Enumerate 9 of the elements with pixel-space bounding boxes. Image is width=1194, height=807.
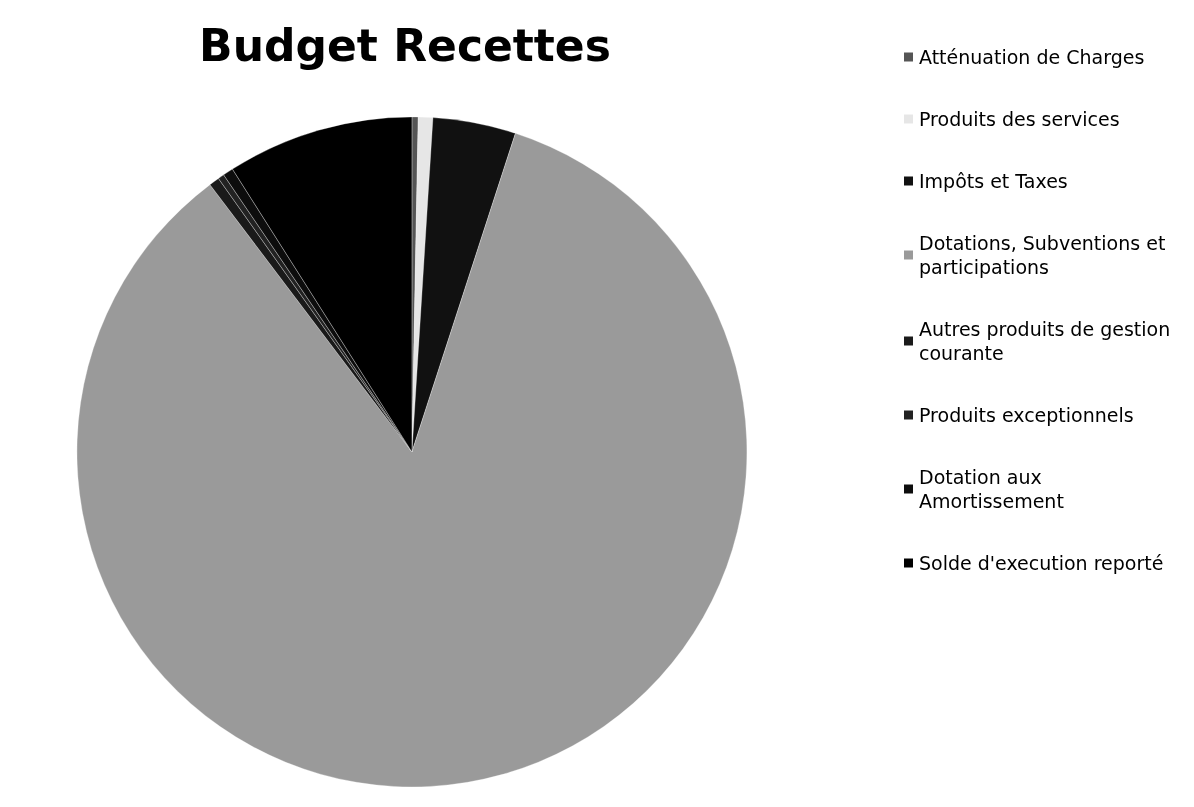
legend-label: Dotation aux Amortissement <box>919 466 1064 512</box>
legend-label: Impôts et Taxes <box>919 170 1068 192</box>
legend-label: Atténuation de Charges <box>919 46 1145 68</box>
legend-label: Produits des services <box>919 108 1120 130</box>
legend-label: Dotations, Subventions et participations <box>919 232 1172 278</box>
legend-label: Produits exceptionnels <box>919 404 1134 426</box>
legend-label: Autres produits de gestion courante <box>919 318 1177 364</box>
legend-label: Solde d'execution reporté <box>919 552 1164 574</box>
chart-title: Budget Recettes <box>199 19 611 71</box>
